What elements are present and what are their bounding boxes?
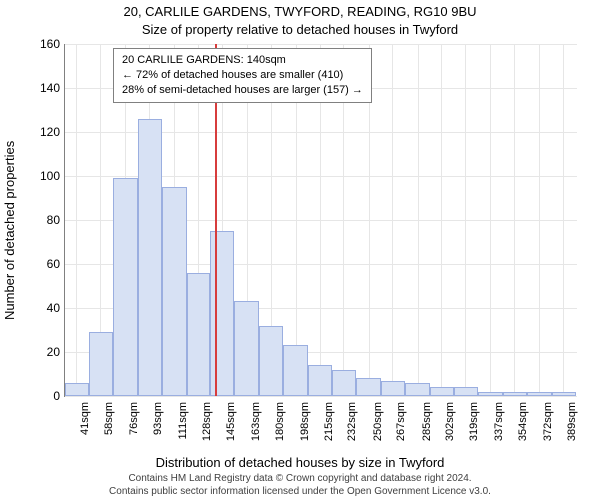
gridline-v: [392, 44, 393, 396]
gridline-v: [490, 44, 491, 396]
gridline-v: [539, 44, 540, 396]
histogram-bar: [283, 345, 308, 396]
histogram-bar: [527, 392, 552, 396]
y-tick-label: 120: [30, 125, 60, 139]
x-tick-label: 302sqm: [444, 402, 456, 462]
legend-box: 20 CARLILE GARDENS: 140sqm← 72% of detac…: [113, 48, 372, 103]
histogram-bar: [381, 381, 405, 396]
histogram-bar: [162, 187, 187, 396]
gridline-v: [418, 44, 419, 396]
x-tick-label: 389sqm: [566, 402, 578, 462]
x-tick-label: 76sqm: [128, 402, 140, 462]
gridline-v: [465, 44, 466, 396]
histogram-bar: [65, 383, 89, 396]
x-tick-label: 337sqm: [493, 402, 505, 462]
x-tick-label: 128sqm: [201, 402, 213, 462]
x-tick-label: 319sqm: [468, 402, 480, 462]
x-tick-label: 93sqm: [152, 402, 164, 462]
footer-line1: Contains HM Land Registry data © Crown c…: [0, 473, 600, 486]
x-tick-label: 285sqm: [421, 402, 433, 462]
histogram-bar: [430, 387, 454, 396]
x-tick-label: 250sqm: [372, 402, 384, 462]
gridline-v: [563, 44, 564, 396]
x-tick-label: 111sqm: [177, 402, 189, 462]
x-tick-label: 145sqm: [225, 402, 237, 462]
x-tick-label: 163sqm: [250, 402, 262, 462]
x-tick-label: 372sqm: [542, 402, 554, 462]
y-tick-label: 60: [30, 257, 60, 271]
y-axis-label: Number of detached properties: [2, 141, 17, 320]
histogram-bar: [332, 370, 356, 396]
x-tick-label: 58sqm: [103, 402, 115, 462]
footer-line2: Contains public sector information licen…: [0, 486, 600, 499]
gridline-h: [65, 44, 577, 45]
histogram-bar: [308, 365, 332, 396]
histogram-bar: [405, 383, 430, 396]
y-tick-label: 80: [30, 213, 60, 227]
footer-attribution: Contains HM Land Registry data © Crown c…: [0, 473, 600, 498]
legend-line: 20 CARLILE GARDENS: 140sqm: [122, 53, 363, 68]
histogram-bar: [503, 392, 527, 396]
gridline-h: [65, 396, 577, 397]
y-tick-label: 100: [30, 169, 60, 183]
histogram-bar: [356, 378, 381, 396]
x-tick-label: 198sqm: [299, 402, 311, 462]
x-tick-label: 354sqm: [517, 402, 529, 462]
x-tick-label: 215sqm: [323, 402, 335, 462]
x-axis-label: Distribution of detached houses by size …: [0, 455, 600, 470]
histogram-bar: [552, 392, 576, 396]
x-tick-label: 232sqm: [346, 402, 358, 462]
x-tick-label: 41sqm: [79, 402, 91, 462]
y-tick-label: 40: [30, 301, 60, 315]
y-tick-label: 140: [30, 81, 60, 95]
histogram-bar: [478, 392, 503, 396]
histogram-bar: [187, 273, 211, 396]
chart-container: 20, CARLILE GARDENS, TWYFORD, READING, R…: [0, 0, 600, 500]
histogram-bar: [259, 326, 283, 396]
gridline-v: [514, 44, 515, 396]
histogram-bar: [454, 387, 478, 396]
gridline-v: [76, 44, 77, 396]
chart-subtitle: Size of property relative to detached ho…: [0, 22, 600, 37]
plot-area: 20 CARLILE GARDENS: 140sqm← 72% of detac…: [64, 44, 577, 397]
y-tick-label: 0: [30, 389, 60, 403]
legend-line: ← 72% of detached houses are smaller (41…: [122, 68, 363, 83]
histogram-bar: [138, 119, 162, 396]
histogram-bar: [234, 301, 259, 396]
x-tick-label: 180sqm: [274, 402, 286, 462]
y-tick-label: 160: [30, 37, 60, 51]
y-tick-label: 20: [30, 345, 60, 359]
x-tick-label: 267sqm: [395, 402, 407, 462]
gridline-v: [441, 44, 442, 396]
legend-line: 28% of semi-detached houses are larger (…: [122, 83, 363, 98]
chart-title: 20, CARLILE GARDENS, TWYFORD, READING, R…: [0, 4, 600, 19]
histogram-bar: [113, 178, 138, 396]
histogram-bar: [89, 332, 113, 396]
